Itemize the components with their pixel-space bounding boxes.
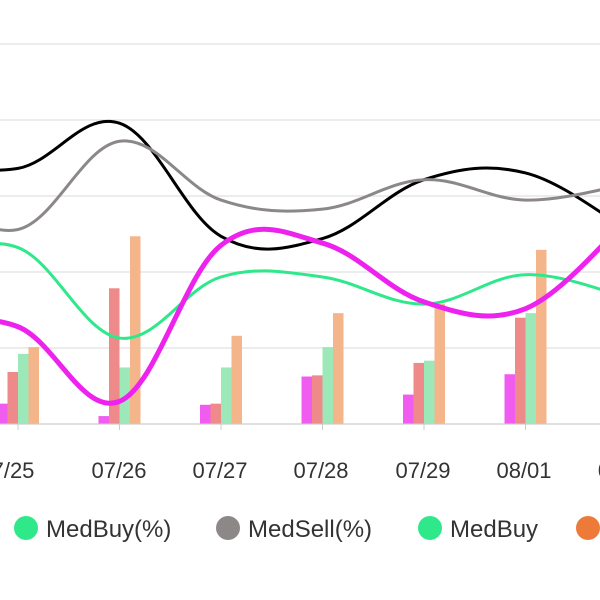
legend-marker [216,516,240,540]
line-series-3[interactable] [0,242,600,340]
legend-label: MedSell(%) [248,516,372,543]
legend-item[interactable]: MedSell(%) [216,516,372,543]
legend-marker [418,516,442,540]
legend-item[interactable] [576,516,600,540]
bar-series-4-07-26[interactable] [130,236,141,424]
line-series-group [0,119,600,406]
bar-series-4-07-28[interactable] [333,313,344,424]
bar-series-group [0,236,547,425]
legend-label: MedBuy [450,516,538,543]
bar-series-1-07-25[interactable] [0,403,8,424]
bar-series-2-07-27[interactable] [210,403,222,424]
bar-series-2-07-28[interactable] [312,375,323,424]
legend[interactable]: MedBuy(%) MedSell(%) MedBuy [14,516,600,543]
legend-item[interactable]: MedBuy(%) [14,516,171,543]
x-tick-label: 08/01 [496,458,551,483]
legend-marker [14,516,38,540]
x-tick-label: 07/28 [293,458,348,483]
bar-series-2-07-25[interactable] [7,371,19,424]
bar-series-3-07-27[interactable] [221,367,232,424]
x-axis-labels: 7/25 07/26 07/27 07/28 07/29 08/01 0 [0,458,600,483]
x-tick-label: 0 [598,458,600,483]
x-tick-label: 07/27 [192,458,247,483]
line-series-2[interactable] [0,139,600,232]
bar-series-4-07-25[interactable] [28,347,40,424]
bar-series-3-07-28[interactable] [322,347,334,424]
bar-series-1-07-28[interactable] [301,376,313,425]
legend-marker [576,516,600,540]
legend-label: MedBuy(%) [46,516,171,543]
x-axis-ticks [17,424,526,430]
x-tick-label: 07/29 [395,458,450,483]
bar-series-2-08-01[interactable] [515,317,526,424]
x-tick-label: 7/25 [0,458,34,483]
bar-series-4-07-27[interactable] [231,335,243,424]
bar-series-2-07-26[interactable] [109,288,120,424]
bar-series-4-07-29[interactable] [434,304,446,424]
bar-series-1-07-27[interactable] [200,404,211,424]
bar-series-2-07-29[interactable] [413,362,425,424]
bar-series-4-08-01[interactable] [536,249,547,424]
bar-series-3-07-29[interactable] [424,360,435,424]
line-series-4[interactable] [0,220,600,406]
legend-item[interactable]: MedBuy [418,516,538,543]
line-series-1[interactable] [0,119,600,251]
bar-series-1-07-29[interactable] [403,394,414,424]
bar-series-3-07-25[interactable] [18,353,29,424]
bar-series-3-08-01[interactable] [525,313,537,424]
bar-series-1-08-01[interactable] [504,374,516,424]
x-tick-label: 07/26 [91,458,146,483]
bar-series-1-07-26[interactable] [98,416,110,424]
